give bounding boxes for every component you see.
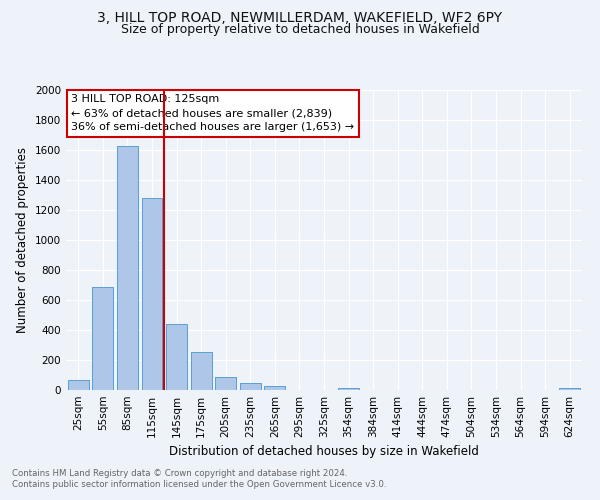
Bar [215,376,236,390]
X-axis label: Distribution of detached houses by size in Wakefield: Distribution of detached houses by size … [169,446,479,458]
Bar [559,388,580,390]
Bar [338,388,359,390]
Text: Contains HM Land Registry data © Crown copyright and database right 2024.: Contains HM Land Registry data © Crown c… [12,468,347,477]
Text: Contains public sector information licensed under the Open Government Licence v3: Contains public sector information licen… [12,480,386,489]
Bar [240,382,261,390]
Bar [142,198,163,390]
Bar [191,352,212,390]
Bar [265,386,286,390]
Y-axis label: Number of detached properties: Number of detached properties [16,147,29,333]
Text: Size of property relative to detached houses in Wakefield: Size of property relative to detached ho… [121,22,479,36]
Text: 3, HILL TOP ROAD, NEWMILLERDAM, WAKEFIELD, WF2 6PY: 3, HILL TOP ROAD, NEWMILLERDAM, WAKEFIEL… [97,11,503,25]
Text: 3 HILL TOP ROAD: 125sqm
← 63% of detached houses are smaller (2,839)
36% of semi: 3 HILL TOP ROAD: 125sqm ← 63% of detache… [71,94,354,132]
Bar [92,286,113,390]
Bar [166,324,187,390]
Bar [117,146,138,390]
Bar [68,380,89,390]
